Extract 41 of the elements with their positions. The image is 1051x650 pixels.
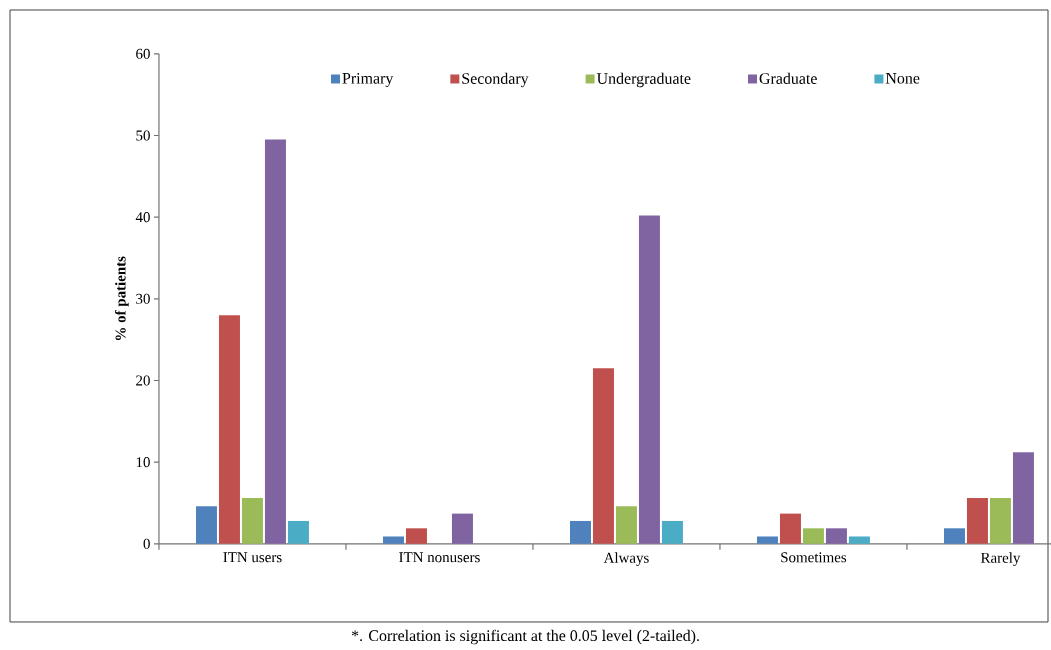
bar bbox=[405, 528, 427, 544]
bar bbox=[989, 498, 1011, 544]
legend-label: Primary bbox=[342, 72, 394, 87]
bar bbox=[943, 528, 965, 544]
bar bbox=[218, 315, 240, 544]
y-tick-label: 0 bbox=[143, 538, 150, 549]
bar bbox=[241, 498, 263, 544]
y-tick-label: 50 bbox=[136, 130, 150, 141]
legend-label: None bbox=[885, 73, 920, 84]
bar bbox=[638, 215, 660, 544]
legend-label: Graduate bbox=[759, 72, 817, 84]
y-tick-label: 10 bbox=[136, 457, 150, 468]
y-axis-title: % of patients bbox=[114, 256, 129, 341]
y-tick-label: 40 bbox=[135, 212, 150, 223]
bar bbox=[451, 513, 473, 544]
y-tick-label: 30 bbox=[136, 293, 150, 304]
text: *. Correlation is significant at the 0.05 level (2-tailed). bbox=[351, 629, 699, 645]
x-tick-label: ITN users bbox=[223, 552, 282, 563]
bar bbox=[195, 506, 217, 544]
legend-label: Undergraduate bbox=[596, 72, 691, 88]
legend-label: Secondary bbox=[462, 72, 529, 88]
x-tick-label: Sometimes bbox=[781, 552, 847, 563]
bar bbox=[1012, 452, 1034, 544]
bar bbox=[382, 536, 404, 544]
bar bbox=[848, 536, 870, 544]
bar bbox=[825, 528, 847, 544]
bar bbox=[661, 520, 683, 544]
bar bbox=[779, 513, 801, 544]
bar bbox=[264, 139, 286, 544]
bar bbox=[966, 498, 988, 544]
bar bbox=[569, 520, 591, 544]
x-tick-label: Rarely bbox=[980, 552, 1021, 566]
y-tick-label: 60 bbox=[136, 48, 150, 59]
bar bbox=[592, 368, 614, 544]
bar bbox=[615, 506, 637, 544]
bar bbox=[287, 520, 309, 544]
y-tick-label: 20 bbox=[136, 375, 150, 386]
x-tick-label: ITN nonusers bbox=[399, 552, 480, 563]
x-tick-label: Always bbox=[603, 552, 649, 566]
bar bbox=[756, 536, 778, 544]
bar bbox=[802, 528, 824, 544]
